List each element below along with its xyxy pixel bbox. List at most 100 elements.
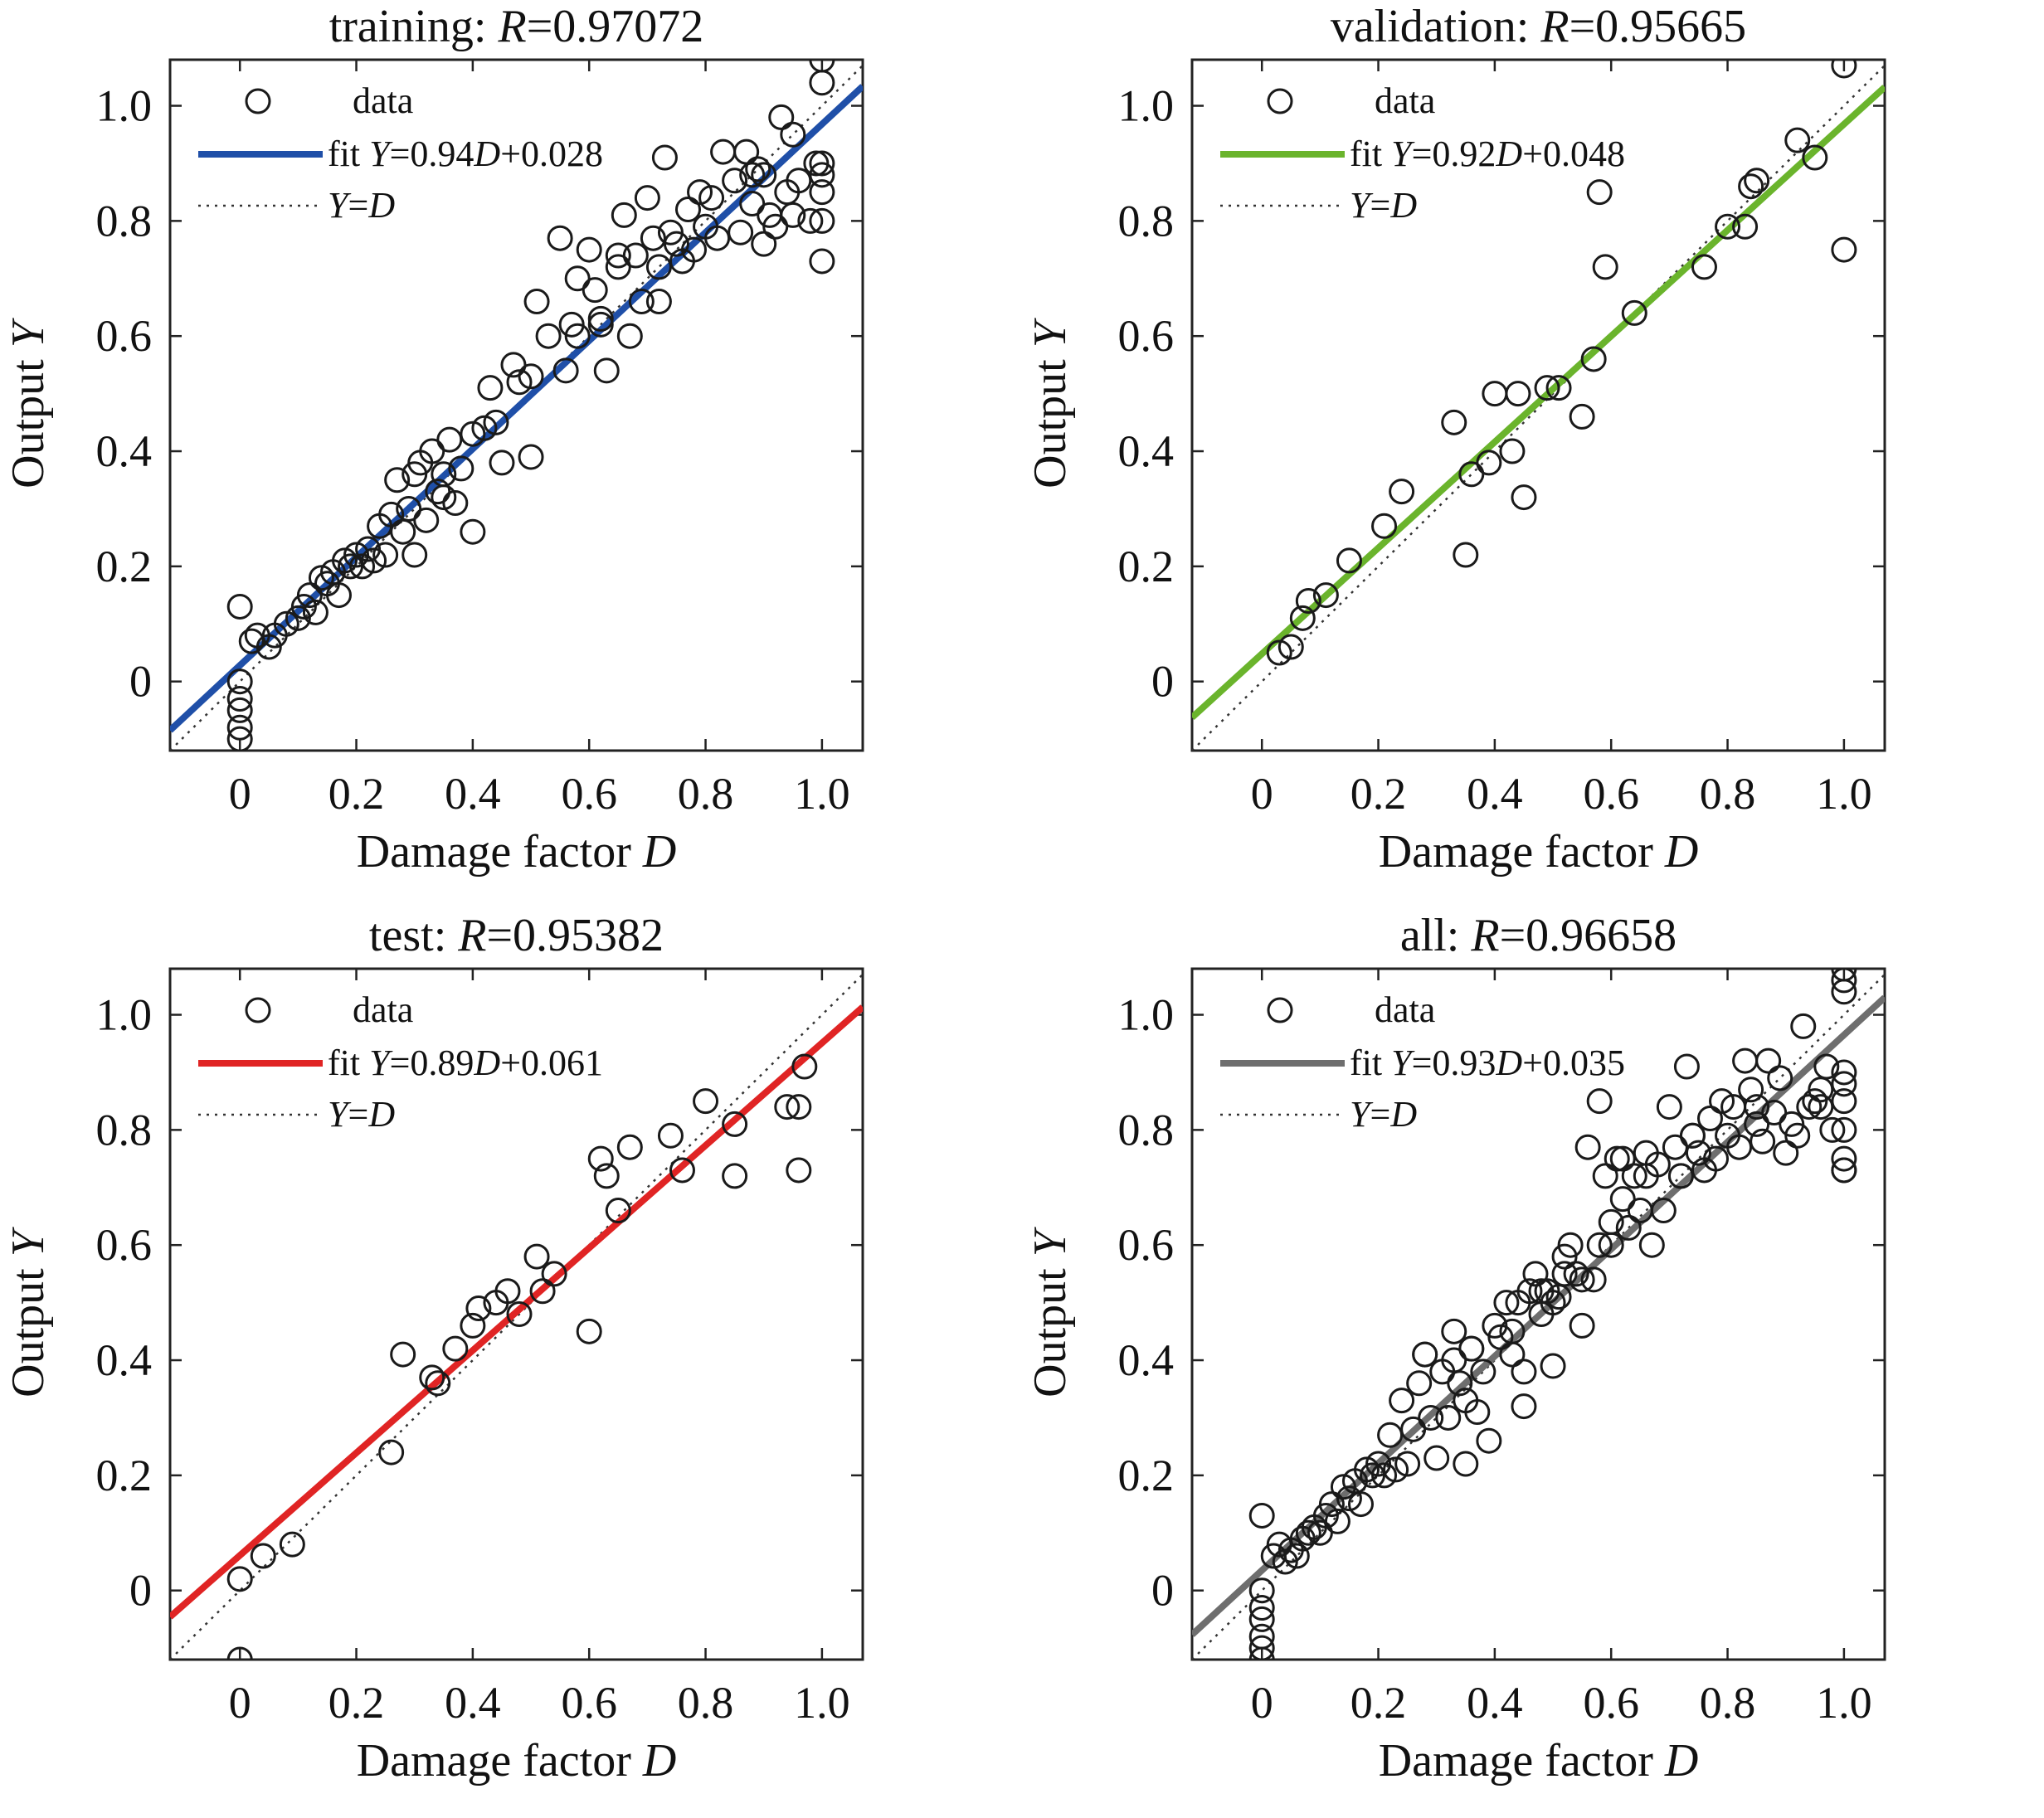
data-point [402,542,428,568]
data-point [1389,479,1415,505]
data-point [1511,1393,1537,1420]
x-axis-label: Damage factor D [1379,1735,1699,1786]
data-point [582,277,608,304]
data-point [1738,173,1764,200]
data-point [378,1439,405,1466]
y-tick-label: 1.0 [1118,81,1175,131]
data-point [518,444,544,470]
data-point [645,254,672,280]
legend-fit-d: D [1495,1043,1522,1083]
y-tick-label: 0.6 [1118,311,1175,361]
data-point [343,542,370,568]
data-point [1569,1266,1595,1293]
x-axis-label: Damage factor D [1379,826,1699,877]
data-point [384,467,411,493]
legend-fit-intercept: +0.061 [500,1043,603,1083]
fit-line [170,1004,863,1620]
legend-data-label: data [1375,989,1435,1030]
data-point [1563,1261,1589,1287]
data-point [1808,1094,1834,1120]
data-point [739,191,766,217]
data-point [1592,254,1618,280]
title-value: =0.97072 [527,1,704,52]
data-point [1784,127,1811,153]
data-point [1744,1111,1770,1137]
fit-line [1192,85,1885,720]
data-point [1354,1456,1380,1483]
data-point [250,1543,276,1569]
y-axis-label-text: Output [2,348,54,489]
data-point [547,225,573,251]
data-point [1470,1359,1496,1385]
data-point [1464,1399,1491,1426]
y-tick-label: 1.0 [1118,990,1175,1040]
x-tick-label: 1.0 [1816,769,1872,819]
data-point [611,202,637,228]
data-point [1499,438,1526,464]
data-point [1499,1341,1526,1368]
data-point [803,150,830,177]
legend-fit-intercept: +0.028 [500,134,603,174]
data-point [1621,299,1647,326]
data-point [1534,1278,1560,1305]
data-point [238,628,265,654]
data-point [593,1163,620,1189]
y-axis-label-variable: Y [2,317,54,348]
data-point [1453,542,1479,568]
y-tick-label: 0.6 [1118,1220,1175,1270]
data-point [506,369,533,396]
y-tick-label: 0.2 [96,1451,153,1500]
legend-identity-eq: = [1370,185,1390,226]
data-point [285,605,311,631]
legend-fit-label: fit Y=0.94D+0.028 [328,134,603,174]
data-point [279,1531,305,1558]
legend-identity-eq: = [348,185,368,226]
data-point [372,542,399,568]
data-point [425,1370,451,1397]
title-prefix: validation: [1331,1,1541,52]
x-axis-label-variable: D [642,826,676,877]
legend-fit-y: Y [369,1043,393,1083]
data-point [1400,1416,1427,1442]
title-prefix: training: [329,1,499,52]
data-point [1499,1318,1526,1344]
data-point [349,553,376,580]
legend-fit-y: Y [369,134,393,174]
data-point [1312,582,1339,609]
data-point [587,311,614,338]
data-point [1696,1105,1723,1131]
data-point [780,121,806,148]
data-point [622,242,649,269]
y-tick-label: 0 [129,657,152,707]
x-axis-label-variable: D [1664,826,1698,877]
legend-identity-d: D [1389,1094,1417,1135]
x-tick-label: 0.2 [328,769,385,819]
legend-fit-slope: =0.93 [1412,1043,1496,1083]
legend-fit-slope: =0.89 [390,1043,474,1083]
axes-frame [1190,58,1886,752]
legend-identity-label: Y=D [328,185,395,226]
data-point [523,289,550,315]
data-point [413,507,440,533]
legend-data-label: data [353,80,413,121]
legend-identity-label: Y=D [1350,1094,1417,1135]
data-point [1272,1548,1298,1575]
data-point [226,593,253,620]
data-point [325,582,352,609]
data-point [402,461,428,488]
data-point [489,450,515,476]
legend-identity-d: D [367,1094,395,1135]
data-point [355,536,382,562]
data-point [1703,1145,1730,1172]
y-axis-label-text: Output [2,1257,54,1398]
chart-title: validation: R=0.95665 [1331,1,1746,52]
data-point [1406,1370,1433,1397]
data-point [1813,1053,1840,1080]
data-point [1371,1462,1398,1489]
data-point [1831,60,1857,79]
legend-identity-y: Y [1350,1094,1374,1135]
data-point [786,1094,812,1120]
data-point [1831,236,1857,263]
data-point [1330,1474,1356,1500]
data-point [809,60,835,73]
